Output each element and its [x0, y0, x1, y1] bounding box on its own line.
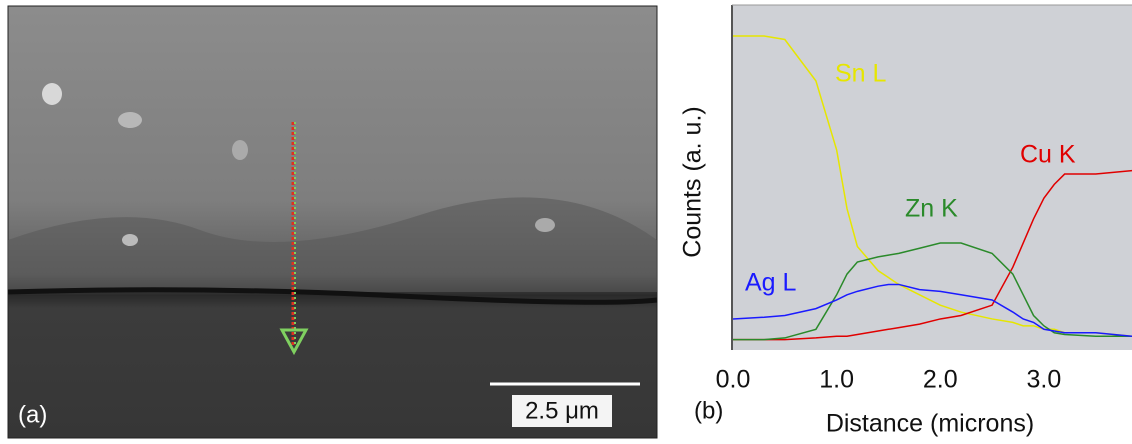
sem-image: 2.5 μm (a): [8, 6, 657, 438]
x-tick-label: 2.0: [923, 366, 958, 394]
x-axis-label: Distance (microns): [826, 410, 1034, 438]
series-label: Zn K: [905, 195, 958, 223]
x-tick-label: 0.0: [716, 366, 751, 394]
sem-particle: [535, 218, 555, 232]
sem-particle: [122, 234, 138, 246]
series-label: Cu K: [1020, 141, 1076, 169]
series-label: Ag L: [745, 269, 797, 297]
figure: 2.5 μm (a) Counts (a. u.) Distance (micr…: [0, 0, 1132, 444]
panel-label: (a): [18, 401, 47, 428]
sem-particle: [42, 83, 62, 105]
x-tick-label: 1.0: [819, 366, 854, 394]
panel-label: (b): [694, 397, 723, 424]
x-tick-label: 3.0: [1027, 366, 1062, 394]
series-label: Sn L: [835, 60, 887, 88]
y-axis-label: Counts (a. u.): [679, 106, 707, 257]
scale-bar-label: 2.5 μm: [525, 397, 599, 424]
plot-area: [732, 5, 1132, 350]
sem-particle: [118, 112, 142, 128]
sem-particle: [232, 140, 248, 160]
